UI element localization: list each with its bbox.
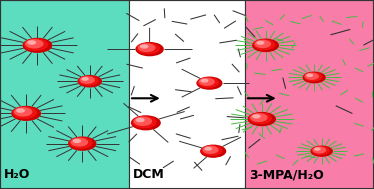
Circle shape <box>136 118 145 122</box>
Circle shape <box>250 113 268 122</box>
Circle shape <box>202 146 219 154</box>
Circle shape <box>73 139 81 143</box>
Circle shape <box>306 74 313 77</box>
Circle shape <box>132 116 157 128</box>
Circle shape <box>79 76 99 86</box>
Circle shape <box>22 38 52 53</box>
Circle shape <box>311 146 330 155</box>
Circle shape <box>199 78 215 86</box>
Circle shape <box>200 79 208 83</box>
Bar <box>129 0 245 189</box>
Circle shape <box>82 77 89 81</box>
Text: H₂O: H₂O <box>4 168 30 181</box>
Circle shape <box>71 138 88 147</box>
Circle shape <box>77 75 102 88</box>
Circle shape <box>137 43 160 54</box>
Bar <box>245 0 374 189</box>
Circle shape <box>11 106 41 121</box>
Circle shape <box>249 112 272 124</box>
Circle shape <box>138 43 156 52</box>
Circle shape <box>254 40 271 48</box>
Circle shape <box>12 106 37 119</box>
Circle shape <box>248 112 276 126</box>
Circle shape <box>24 38 48 51</box>
Circle shape <box>197 77 219 88</box>
Circle shape <box>69 137 92 149</box>
Circle shape <box>14 107 33 117</box>
Circle shape <box>80 76 95 84</box>
Circle shape <box>135 42 164 56</box>
Circle shape <box>314 147 321 151</box>
Circle shape <box>201 145 223 156</box>
Circle shape <box>312 146 326 153</box>
Circle shape <box>27 40 36 45</box>
Circle shape <box>200 145 226 158</box>
Bar <box>0 0 129 189</box>
Text: 3-MPA/H₂O: 3-MPA/H₂O <box>249 168 324 181</box>
Circle shape <box>134 117 152 126</box>
Circle shape <box>68 136 96 151</box>
Circle shape <box>252 39 279 52</box>
Circle shape <box>257 41 264 45</box>
Circle shape <box>252 114 261 119</box>
Circle shape <box>303 72 326 83</box>
Circle shape <box>131 115 161 130</box>
Circle shape <box>304 72 322 82</box>
Circle shape <box>204 147 212 151</box>
Circle shape <box>196 77 223 90</box>
Circle shape <box>25 39 44 49</box>
Circle shape <box>16 108 25 113</box>
Circle shape <box>304 73 319 80</box>
Text: DCM: DCM <box>133 168 165 181</box>
Circle shape <box>310 146 333 157</box>
Circle shape <box>140 44 148 49</box>
Circle shape <box>253 39 275 50</box>
